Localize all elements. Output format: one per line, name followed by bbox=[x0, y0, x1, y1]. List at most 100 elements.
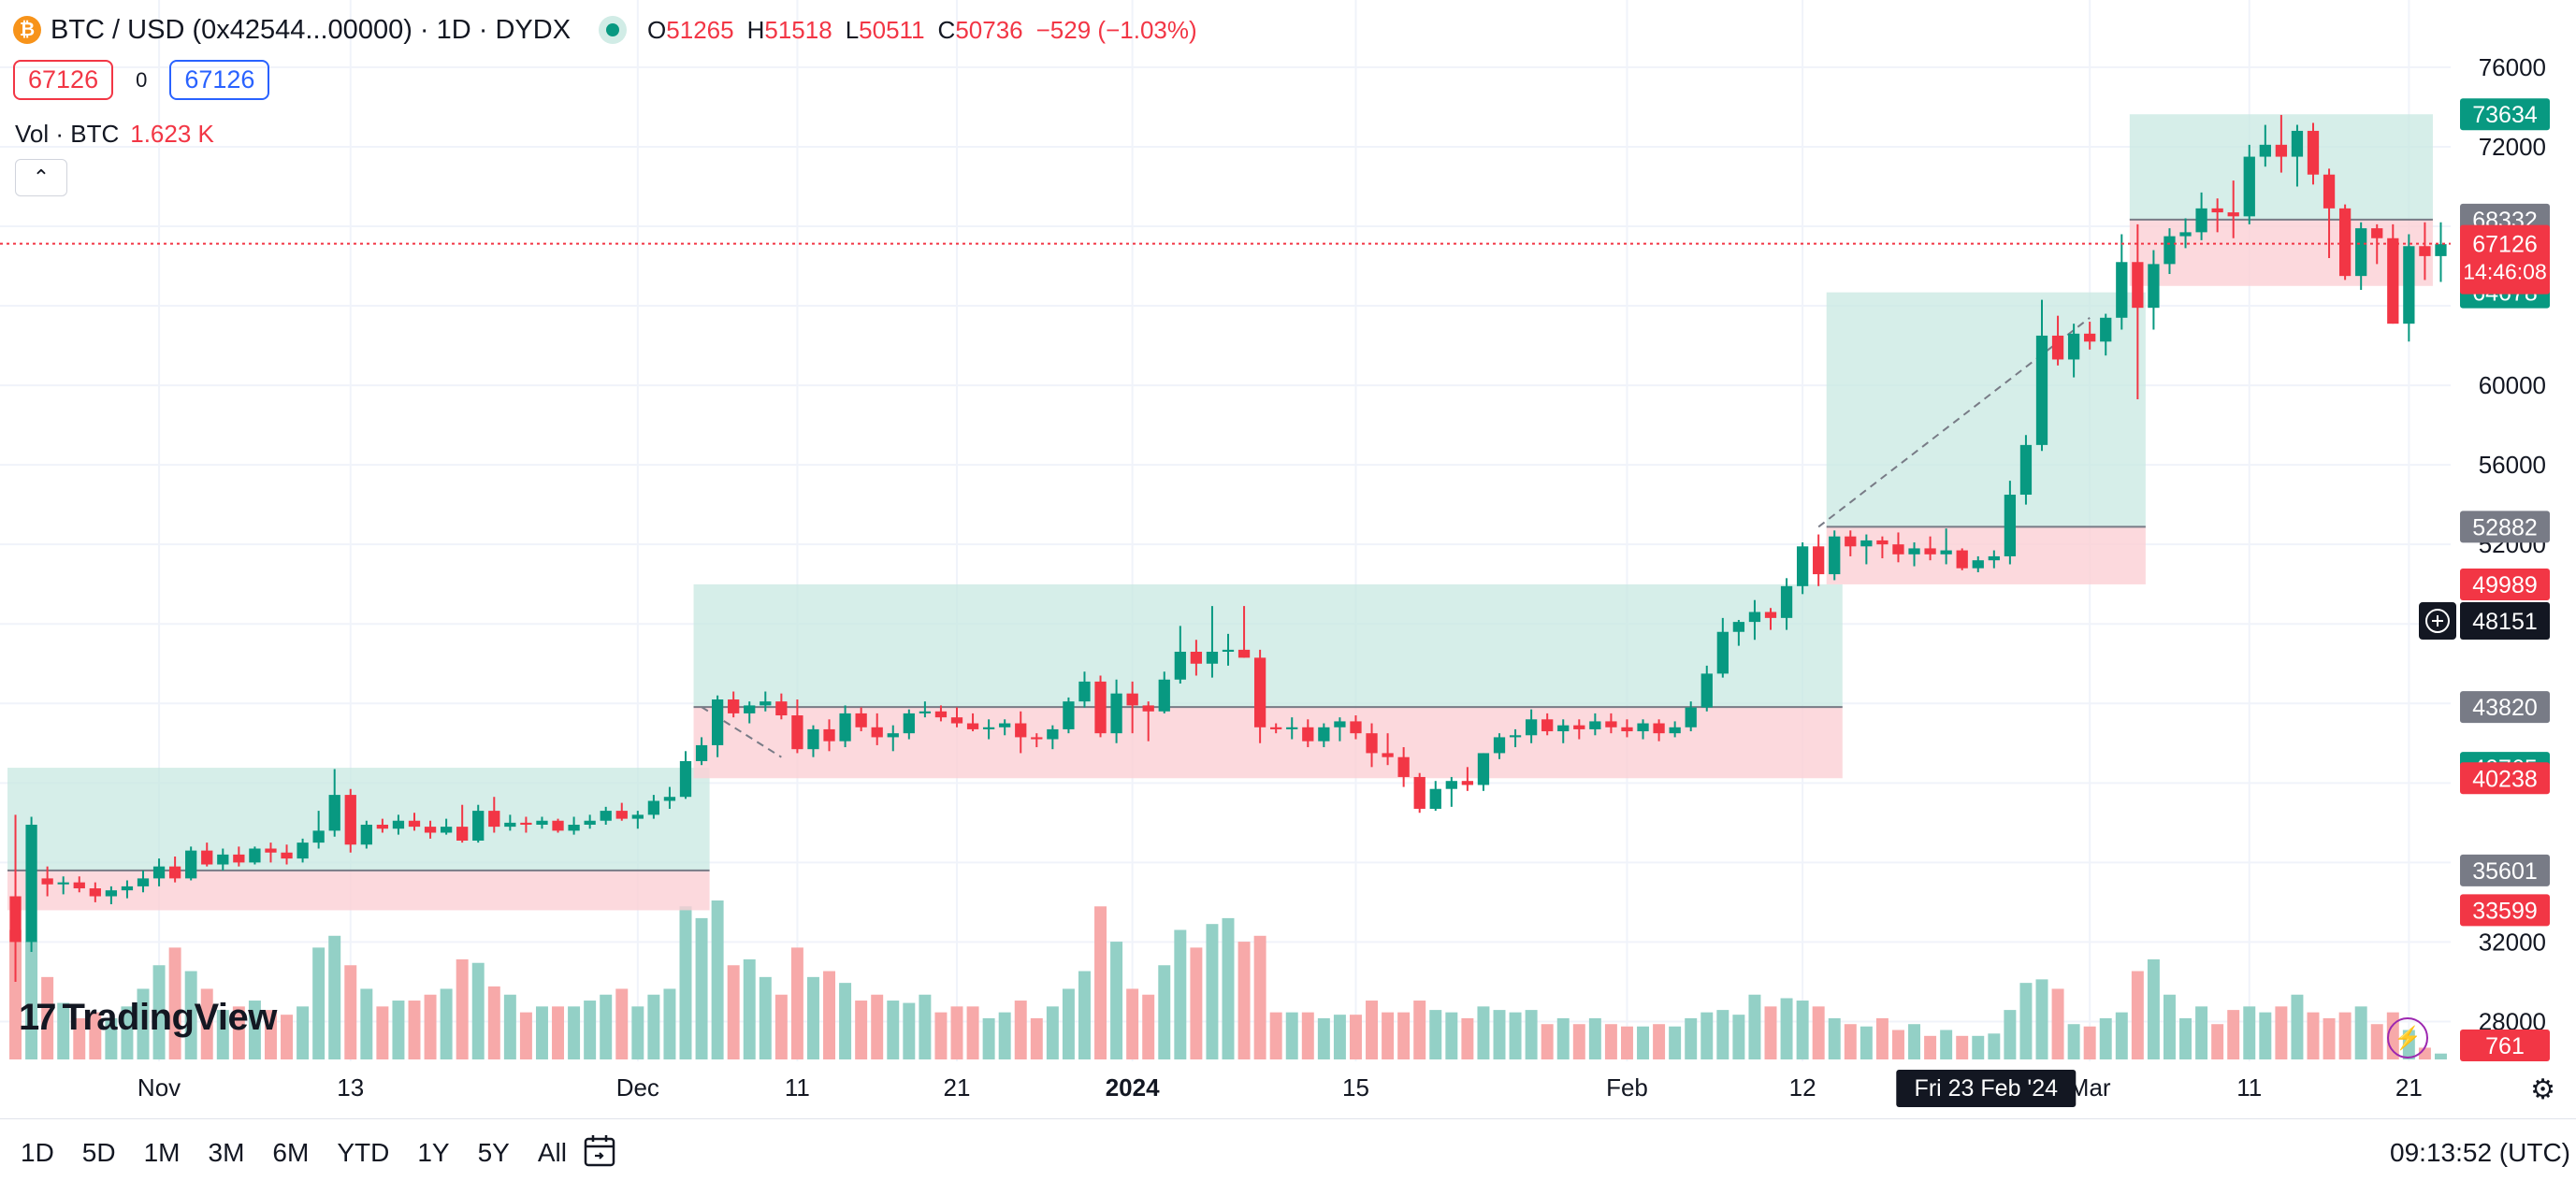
candle-body bbox=[1748, 612, 1761, 623]
candle-body bbox=[823, 728, 835, 742]
volume-bar bbox=[1956, 1035, 1969, 1059]
settings-icon[interactable]: ⚙ bbox=[2530, 1074, 2555, 1105]
volume-bar bbox=[2307, 1012, 2320, 1059]
candle-body bbox=[41, 878, 53, 885]
utc-clock[interactable]: 09:13:52 (UTC) bbox=[2390, 1138, 2570, 1167]
bitcoin-icon: ₿ bbox=[13, 16, 41, 44]
volume-bar bbox=[535, 1006, 548, 1059]
candle-body bbox=[1445, 781, 1457, 789]
candle-body bbox=[1829, 536, 1841, 575]
candle-body bbox=[2435, 244, 2447, 256]
plus-circle-icon bbox=[2425, 609, 2450, 634]
volume-bar bbox=[57, 1002, 70, 1059]
volume-bar bbox=[855, 1001, 868, 1059]
candle-body bbox=[1493, 737, 1506, 754]
range-5y[interactable]: 5Y bbox=[477, 1138, 510, 1167]
candle-body bbox=[2004, 495, 2017, 556]
volume-bar bbox=[1078, 971, 1091, 1059]
volume-bar bbox=[297, 1006, 310, 1059]
volume-bar bbox=[1875, 1017, 1889, 1059]
volume-bar bbox=[2019, 983, 2033, 1059]
candle-body bbox=[1015, 723, 1027, 738]
volume-legend[interactable]: Vol · BTC 1.623 K bbox=[15, 120, 214, 149]
sell-button[interactable]: 67126 bbox=[13, 60, 114, 100]
calendar-goto-icon[interactable] bbox=[582, 1132, 619, 1170]
volume-bar bbox=[1844, 1024, 1857, 1059]
candle-body bbox=[1796, 546, 1809, 586]
volume-bar bbox=[440, 988, 453, 1059]
range-6m[interactable]: 6M bbox=[272, 1138, 310, 1167]
volume-bar bbox=[456, 958, 469, 1059]
candle-body bbox=[1509, 735, 1522, 738]
price-label: 73634 bbox=[2472, 102, 2538, 128]
range-1y[interactable]: 1Y bbox=[417, 1138, 450, 1167]
candle-body bbox=[536, 820, 548, 825]
range-1d[interactable]: 1D bbox=[21, 1138, 54, 1167]
candle-body bbox=[1764, 612, 1777, 618]
volume-bar bbox=[2051, 988, 2064, 1059]
volume-bar bbox=[41, 976, 54, 1059]
price-label-bg bbox=[2460, 894, 2550, 927]
volume-bar bbox=[1014, 1001, 1027, 1059]
volume-bar bbox=[1493, 1010, 1506, 1059]
candle-body bbox=[1685, 707, 1697, 727]
price-label-bg bbox=[2460, 854, 2550, 886]
candle-body bbox=[839, 713, 851, 742]
buy-button[interactable]: 67126 bbox=[169, 60, 270, 100]
volume-bar bbox=[1509, 1012, 1522, 1059]
candle-body bbox=[1573, 725, 1585, 729]
volume-bar bbox=[25, 942, 38, 1059]
volume-bar bbox=[376, 1006, 389, 1059]
volume-bar bbox=[1429, 1010, 1442, 1059]
candle-body bbox=[1429, 788, 1441, 809]
candle-body bbox=[552, 820, 564, 831]
candle-body bbox=[1589, 721, 1601, 729]
symbol-title[interactable]: BTC / USD (0x42544...00000) · 1D · DYDX bbox=[51, 14, 572, 45]
candle-body bbox=[728, 699, 740, 713]
volume-bar bbox=[663, 988, 676, 1059]
volume-bar bbox=[1333, 1015, 1346, 1059]
tradingview-logo[interactable]: 17 TradingView bbox=[19, 997, 277, 1039]
volume-bar bbox=[392, 1001, 405, 1059]
candle-body bbox=[584, 820, 596, 825]
market-status-icon[interactable] bbox=[599, 16, 628, 44]
price-label-bg bbox=[2460, 691, 2550, 724]
candle-body bbox=[1860, 540, 1873, 547]
candle-body bbox=[2132, 262, 2144, 309]
candle-body bbox=[488, 811, 500, 828]
x-tick-label: Dec bbox=[616, 1073, 659, 1102]
range-all[interactable]: All bbox=[537, 1138, 567, 1167]
candle-body bbox=[1031, 737, 1043, 740]
x-tick-label: 2024 bbox=[1106, 1073, 1160, 1102]
volume-bar bbox=[328, 935, 341, 1059]
y-tick-label: 56000 bbox=[2479, 451, 2546, 479]
candle-body bbox=[1988, 555, 2000, 561]
volume-bar bbox=[1445, 1012, 1458, 1059]
range-1m[interactable]: 1M bbox=[143, 1138, 181, 1167]
range-3m[interactable]: 3M bbox=[208, 1138, 245, 1167]
candle-body bbox=[2259, 144, 2271, 157]
last-price-countdown: 14:46:08 bbox=[2463, 260, 2547, 284]
candle-body bbox=[647, 800, 660, 815]
volume-bar bbox=[1206, 924, 1219, 1059]
candle-body bbox=[2116, 262, 2128, 318]
range-ytd[interactable]: YTD bbox=[337, 1138, 390, 1167]
candle-body bbox=[1158, 679, 1170, 712]
volume-bar bbox=[2243, 1006, 2256, 1059]
candle-body bbox=[1557, 725, 1570, 732]
candle-body bbox=[1190, 652, 1203, 664]
lightning-icon[interactable]: ⚡ bbox=[2387, 1017, 2428, 1059]
volume-bar bbox=[2035, 979, 2048, 1059]
last-price-value: 67126 bbox=[2472, 232, 2538, 258]
volume-bar bbox=[903, 1002, 916, 1059]
candle-body bbox=[1382, 753, 1394, 757]
volume-bar bbox=[1556, 1017, 1570, 1059]
volume-bar bbox=[2004, 1010, 2017, 1059]
range-5d[interactable]: 5D bbox=[81, 1138, 116, 1167]
volume-bar bbox=[2259, 1012, 2272, 1059]
volume-bar bbox=[1828, 1017, 1841, 1059]
price-label-bg bbox=[2460, 1030, 2550, 1061]
collapse-legend-button[interactable]: ⌃ bbox=[15, 159, 67, 196]
volume-bar bbox=[998, 1012, 1011, 1059]
